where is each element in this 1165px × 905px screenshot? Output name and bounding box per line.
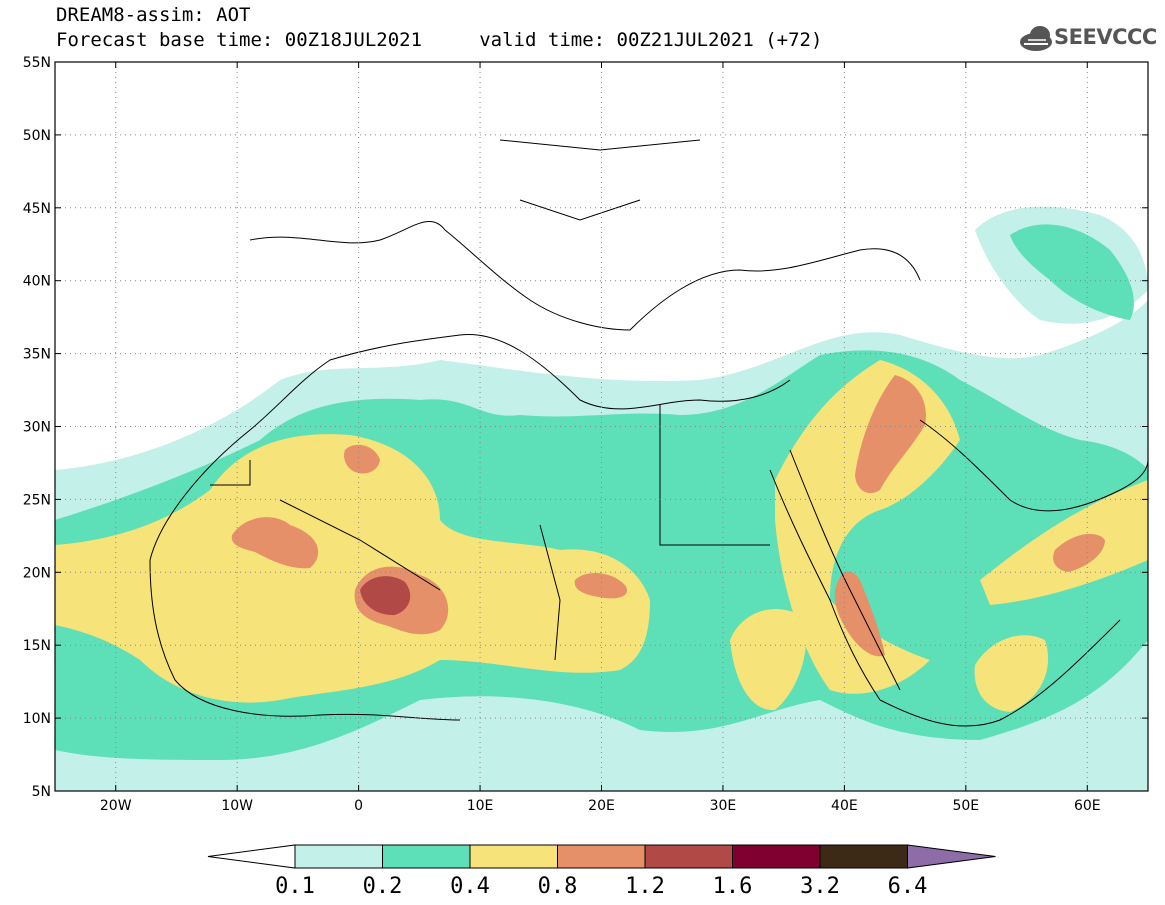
colorbar-swatch	[469, 844, 558, 869]
lat-tick-label: 10N	[23, 711, 51, 727]
colorbar-level-label: 0.2	[363, 874, 403, 899]
lon-tick-label: 40E	[831, 798, 858, 814]
colorbar-level-label: 0.1	[275, 874, 315, 899]
forecast-time-subtitle: Forecast base time: 00Z18JUL2021 valid t…	[56, 29, 823, 51]
colorbar-swatch	[557, 844, 646, 869]
lat-tick-label: 40N	[23, 274, 51, 290]
aot-contour-0.4	[55, 434, 650, 703]
colorbar-level-label: 3.2	[800, 874, 840, 899]
colorbar-level-label: 1.2	[625, 874, 665, 899]
lon-tick-label: 50E	[952, 798, 979, 814]
colorbar-level-label: 0.4	[450, 874, 490, 899]
border-europe	[499, 139, 701, 221]
aot-contour-0.4-yemen	[974, 635, 1049, 712]
border-sahara-1	[210, 460, 441, 591]
colorbar-swatch	[819, 844, 908, 869]
lat-tick-label: 5N	[32, 784, 51, 800]
colorbar-level-label: 0.8	[538, 874, 578, 899]
coastlines	[149, 139, 1148, 727]
aot-contour-0.4-arabia	[775, 360, 960, 694]
lat-tick-label: 35N	[23, 347, 51, 363]
aot-contour-1.2	[360, 576, 411, 616]
lon-tick-label: 30E	[710, 798, 737, 814]
lat-tick-label: 30N	[23, 420, 51, 436]
lon-tick-label: 10E	[467, 798, 494, 814]
aot-contour-0.2-caspian	[1010, 224, 1134, 320]
lat-tick-label: 25N	[23, 492, 51, 508]
lon-tick-label: 20W	[100, 798, 132, 814]
coastline-west-africa	[149, 559, 461, 721]
aot-contour-0.4-oman	[980, 480, 1148, 605]
lat-tick-label: 15N	[23, 638, 51, 654]
border-sahara-3	[539, 524, 561, 661]
lat-tick-label: 50N	[23, 128, 51, 144]
colorbar-low-arrow	[207, 844, 296, 869]
axis-ticks	[55, 61, 1148, 792]
longitude-labels: 20W 10W 0 10E 20E 30E 40E 50E 60E	[100, 798, 1101, 814]
lat-tick-label: 20N	[23, 565, 51, 581]
lon-tick-label: 20E	[588, 798, 615, 814]
aot-contour-0.8-c	[344, 444, 380, 474]
aot-contour-0.4-sudan	[730, 609, 806, 711]
coastline-horn-africa	[879, 619, 1121, 727]
aot-contour-0.8-b	[231, 517, 319, 569]
aot-contour-0.8-d	[574, 573, 628, 599]
lon-tick-label: 10W	[221, 798, 253, 814]
lat-tick-label: 55N	[23, 55, 51, 71]
coastline-red-sea-east	[789, 449, 901, 691]
latitude-labels: 55N 50N 45N 40N 35N 30N 25N 20N 15N 10N 5N	[23, 55, 51, 800]
aot-contour-0.8-iraq	[855, 375, 926, 494]
colorbar-level-label: 6.4	[888, 874, 928, 899]
lon-tick-label: 0	[354, 798, 363, 814]
coastline-arabia-east	[919, 419, 1148, 512]
aot-contour-0.8-e	[1053, 533, 1105, 572]
colorbar-swatch	[732, 844, 821, 869]
coastline-red-sea-west	[769, 469, 881, 701]
seevccc-logo	[1020, 26, 1052, 51]
border-sahara-2	[659, 405, 770, 546]
colorbar-swatch	[644, 844, 733, 869]
colorbar-level-label: 1.6	[713, 874, 753, 899]
colorbar-swatch	[382, 844, 471, 869]
lon-tick-label: 60E	[1074, 798, 1101, 814]
logo-text: SEEVCCC	[1054, 25, 1157, 49]
lat-tick-label: 45N	[23, 201, 51, 217]
cloud-icon	[1020, 26, 1052, 51]
coastline-north-africa	[149, 333, 791, 561]
colorbar-high-arrow	[907, 844, 996, 869]
graticule	[55, 62, 1148, 791]
colorbar-swatch	[294, 844, 383, 869]
aot-field	[55, 206, 1148, 791]
coastline-europe-south	[249, 220, 921, 331]
chart-title: DREAM8-assim: AOT	[56, 4, 251, 26]
